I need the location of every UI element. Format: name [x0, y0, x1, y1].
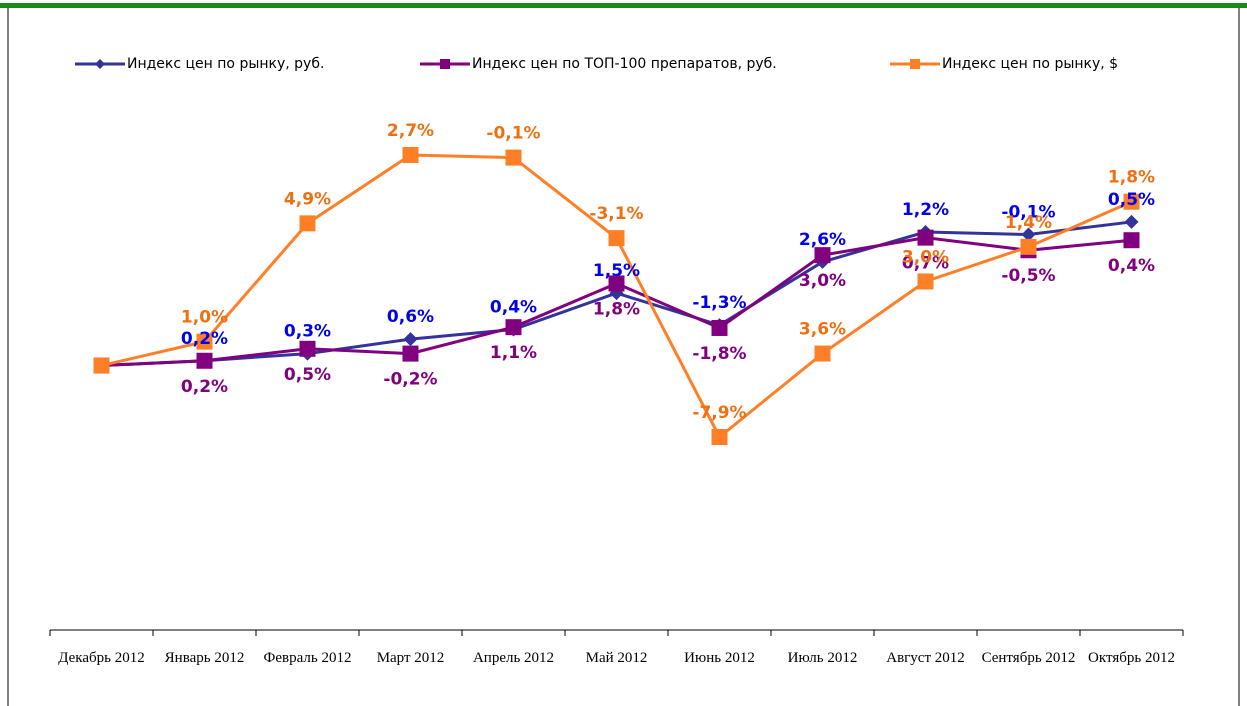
legend-marker	[910, 59, 920, 69]
data-label: 1,1%	[490, 343, 537, 363]
data-label: 0,4%	[490, 298, 537, 318]
x-tick-label: Июнь 2012	[684, 650, 755, 666]
data-label: 0,7%	[902, 254, 949, 274]
data-label: 1,4%	[1005, 213, 1052, 233]
x-tick-label: Май 2012	[585, 650, 648, 666]
data-label: 3,0%	[902, 247, 949, 267]
data-label: 0,5%	[284, 365, 331, 385]
data-label: 1,8%	[593, 299, 640, 319]
data-label: -3,1%	[589, 204, 643, 224]
x-tick-label: Март 2012	[376, 650, 445, 666]
data-label: 1,5%	[593, 261, 640, 281]
marker	[299, 340, 316, 357]
data-label: 1,8%	[1108, 168, 1155, 188]
marker	[814, 247, 831, 264]
marker	[505, 149, 522, 166]
x-tick-label: Июль 2012	[787, 650, 858, 666]
data-label: -7,9%	[692, 403, 746, 423]
data-label: -0,2%	[383, 370, 437, 390]
marker	[505, 319, 522, 336]
marker	[814, 345, 831, 362]
marker	[299, 215, 316, 232]
data-label: -0,1%	[486, 124, 540, 144]
marker	[917, 229, 934, 246]
legend-label: Индекс цен по ТОП-100 препаратов, руб.	[472, 56, 777, 72]
x-tick-label: Апрель 2012	[472, 650, 555, 666]
data-label: -1,3%	[692, 293, 746, 313]
data-label: 0,2%	[181, 377, 228, 397]
x-tick-label: Август 2012	[886, 650, 965, 666]
x-tick-label: Январь 2012	[164, 650, 245, 666]
x-tick-label: Декабрь 2012	[58, 650, 145, 666]
marker	[196, 333, 213, 350]
marker	[196, 352, 213, 369]
data-label: 3,6%	[799, 320, 846, 340]
data-label: 0,6%	[387, 307, 434, 327]
data-label: 2,7%	[387, 121, 434, 141]
marker	[402, 147, 419, 163]
legend-marker	[440, 59, 450, 69]
marker	[1124, 214, 1139, 229]
data-label: -0,1%	[1001, 203, 1055, 223]
marker	[93, 357, 110, 374]
marker	[403, 332, 418, 347]
marker	[608, 230, 625, 247]
marker	[711, 319, 728, 336]
marker	[402, 345, 419, 362]
data-label: 1,2%	[902, 200, 949, 220]
data-label: 0,5%	[1108, 190, 1155, 210]
marker	[1021, 227, 1036, 242]
marker	[917, 273, 934, 290]
legend-label: Индекс цен по рынку, $	[942, 56, 1118, 72]
marker	[1123, 193, 1140, 210]
legend-label: Индекс цен по рынку, руб.	[127, 56, 324, 72]
x-tick-label: Сентябрь 2012	[981, 650, 1076, 666]
data-label: 0,3%	[284, 322, 331, 342]
marker	[711, 429, 728, 445]
x-tick-label: Февраль 2012	[263, 650, 352, 666]
marker	[1020, 238, 1037, 255]
x-tick-label: Октябрь 2012	[1088, 650, 1175, 666]
data-label: 1,0%	[181, 308, 228, 328]
data-label: 0,2%	[181, 329, 228, 349]
data-label: 3,0%	[799, 271, 846, 291]
legend-marker	[95, 59, 105, 69]
marker	[1123, 232, 1140, 249]
data-label: 2,6%	[799, 230, 846, 250]
data-label: 4,9%	[284, 189, 331, 209]
top-border	[0, 3, 1247, 8]
marker	[608, 275, 625, 292]
data-label: -0,5%	[1001, 266, 1055, 286]
data-label: 0,4%	[1108, 256, 1155, 276]
data-label: -1,8%	[692, 344, 746, 364]
